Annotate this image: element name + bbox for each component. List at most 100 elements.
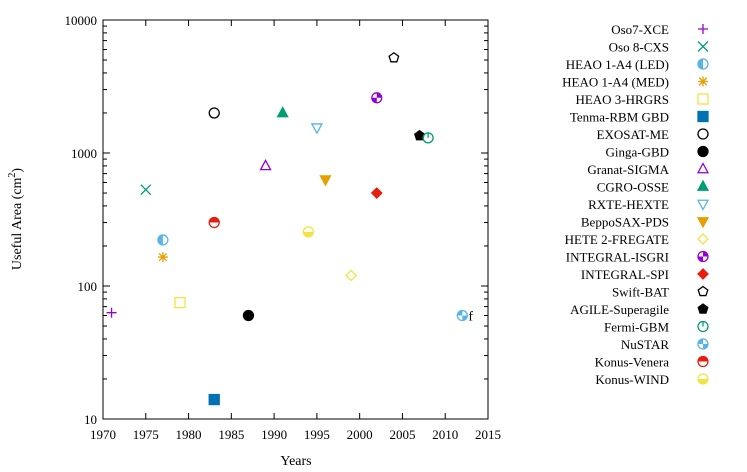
- legend-item: Oso7-XCE: [611, 22, 708, 37]
- y-tick-label: 100: [78, 279, 98, 294]
- marker-circle: [697, 58, 709, 70]
- marker-fill: [371, 97, 377, 103]
- marker-circle: [697, 145, 709, 158]
- marker-pentagon: [697, 285, 709, 297]
- marker-cross: [697, 41, 709, 52]
- legend-marker: [698, 76, 708, 87]
- marker-circle: [697, 128, 709, 140]
- legend-marker: [696, 199, 710, 211]
- legend-marker: [696, 162, 710, 174]
- data-point: [302, 226, 314, 238]
- legend-marker: [697, 128, 709, 140]
- y-axis-label-superscript: 2: [7, 173, 18, 178]
- plot-axes: [102, 19, 489, 420]
- x-tick-label: 1975: [133, 427, 159, 442]
- legend-item: CGRO-OSSE: [597, 179, 710, 195]
- marker-circle: [208, 216, 220, 229]
- marker-square: [174, 296, 186, 309]
- marker-fill: [703, 251, 708, 257]
- legend-marker: [697, 145, 709, 158]
- marker-diamond: [370, 187, 383, 199]
- marker-fill: [698, 256, 703, 262]
- legend-label: HETE 2-FREGATE: [565, 232, 669, 247]
- marker-circle: [697, 338, 709, 350]
- legend-item: Konus-Venera: [595, 355, 709, 370]
- data-point: [208, 216, 220, 229]
- legend-label: Tenma-RBM GBD: [570, 110, 669, 125]
- marker-pentagon: [414, 129, 426, 141]
- marker-triangle: [276, 106, 289, 118]
- legend-label: Oso 8-CXS: [609, 40, 669, 55]
- legend-marker: [698, 24, 708, 34]
- y-axis-label: Useful Area (cm2): [7, 168, 25, 271]
- legend-label: HEAO 3-HRGRS: [575, 92, 669, 107]
- marker-fill: [457, 310, 463, 316]
- legend-label: EXOSAT-ME: [597, 127, 670, 142]
- legend-label: HEAO 1-A4 (LED): [566, 57, 669, 72]
- marker-square: [697, 110, 709, 123]
- legend: Oso7-XCE Oso 8-CXS HEAO 1-A4 (LED) HEAO 1-A…: [562, 22, 710, 387]
- x-tick-label: 1980: [176, 427, 202, 442]
- data-point: [276, 106, 289, 118]
- axis-ticks: [102, 19, 489, 420]
- legend-item: Granat-SIGMA: [587, 162, 710, 177]
- legend-label: Oso7-XCE: [611, 22, 669, 37]
- y-axis-label-close: ): [10, 168, 25, 173]
- legend-marker: [697, 373, 709, 385]
- legend-label: INTEGRAL-SPI: [581, 267, 669, 282]
- legend-marker: [697, 58, 709, 70]
- legend-label: BeppoSAX-PDS: [581, 215, 669, 230]
- marker-pentagon: [697, 303, 709, 314]
- data-point: [371, 92, 383, 104]
- legend-marker: [697, 268, 709, 280]
- marker-triangle: [696, 162, 710, 174]
- data-point: [319, 175, 332, 187]
- legend-marker: [697, 285, 709, 297]
- marker-triangle: [259, 159, 272, 171]
- legend-label: RXTE-HEXTE: [588, 197, 669, 212]
- data-point: [259, 159, 272, 171]
- legend-marker: [697, 110, 709, 123]
- marker-diamond: [345, 269, 358, 282]
- legend-label: Granat-SIGMA: [587, 162, 669, 177]
- marker-circle: [456, 309, 468, 322]
- x-tick-label: 2000: [347, 427, 373, 442]
- marker-cross: [140, 184, 152, 196]
- x-tick-label: 2015: [475, 427, 501, 442]
- legend-item: Ginga-GBD: [605, 145, 709, 160]
- marker-fill: [462, 315, 468, 321]
- marker-circle: [697, 355, 709, 368]
- marker-circle: [157, 234, 169, 246]
- tick-labels: 1970 1975 1980 1985 1990 1995 2000 2005 2010 2015…: [65, 13, 502, 442]
- legend-label: AGILE-Superagile: [570, 302, 669, 317]
- plot-frame: [102, 19, 489, 420]
- legend-marker: [697, 250, 709, 263]
- legend-marker: [697, 233, 709, 245]
- data-point: [370, 187, 383, 199]
- x-tick-label: 1970: [90, 427, 116, 442]
- y-tick-label: 10000: [65, 13, 98, 28]
- marker-triangle: [696, 179, 710, 191]
- marker-diamond: [697, 268, 709, 280]
- marker-fill: [698, 339, 703, 344]
- legend-item: HEAO 1-A4 (LED): [566, 57, 709, 72]
- marker-star: [157, 252, 168, 263]
- marker-circle: [697, 373, 709, 385]
- legend-marker: [696, 217, 710, 229]
- y-axis-label-text: Useful Area (cm: [10, 177, 25, 270]
- data-points: [106, 51, 468, 406]
- legend-item: Konus-WIND: [595, 372, 709, 387]
- marker-pentagon: [388, 51, 400, 63]
- x-tick-label: 2010: [432, 427, 458, 442]
- x-tick-label: 1995: [304, 427, 330, 442]
- y-tick-label: 1000: [71, 146, 97, 161]
- x-axis-label: Years: [280, 454, 311, 469]
- x-tick-label: 1985: [218, 427, 244, 442]
- x-tick-label: 1990: [261, 427, 287, 442]
- marker-fill: [376, 92, 382, 98]
- data-point: [140, 184, 152, 196]
- legend-item: BeppoSAX-PDS: [581, 215, 710, 230]
- legend-label: HEAO 1-A4 (MED): [562, 75, 669, 90]
- legend-label: Konus-WIND: [595, 372, 669, 387]
- legend-marker: [697, 338, 709, 350]
